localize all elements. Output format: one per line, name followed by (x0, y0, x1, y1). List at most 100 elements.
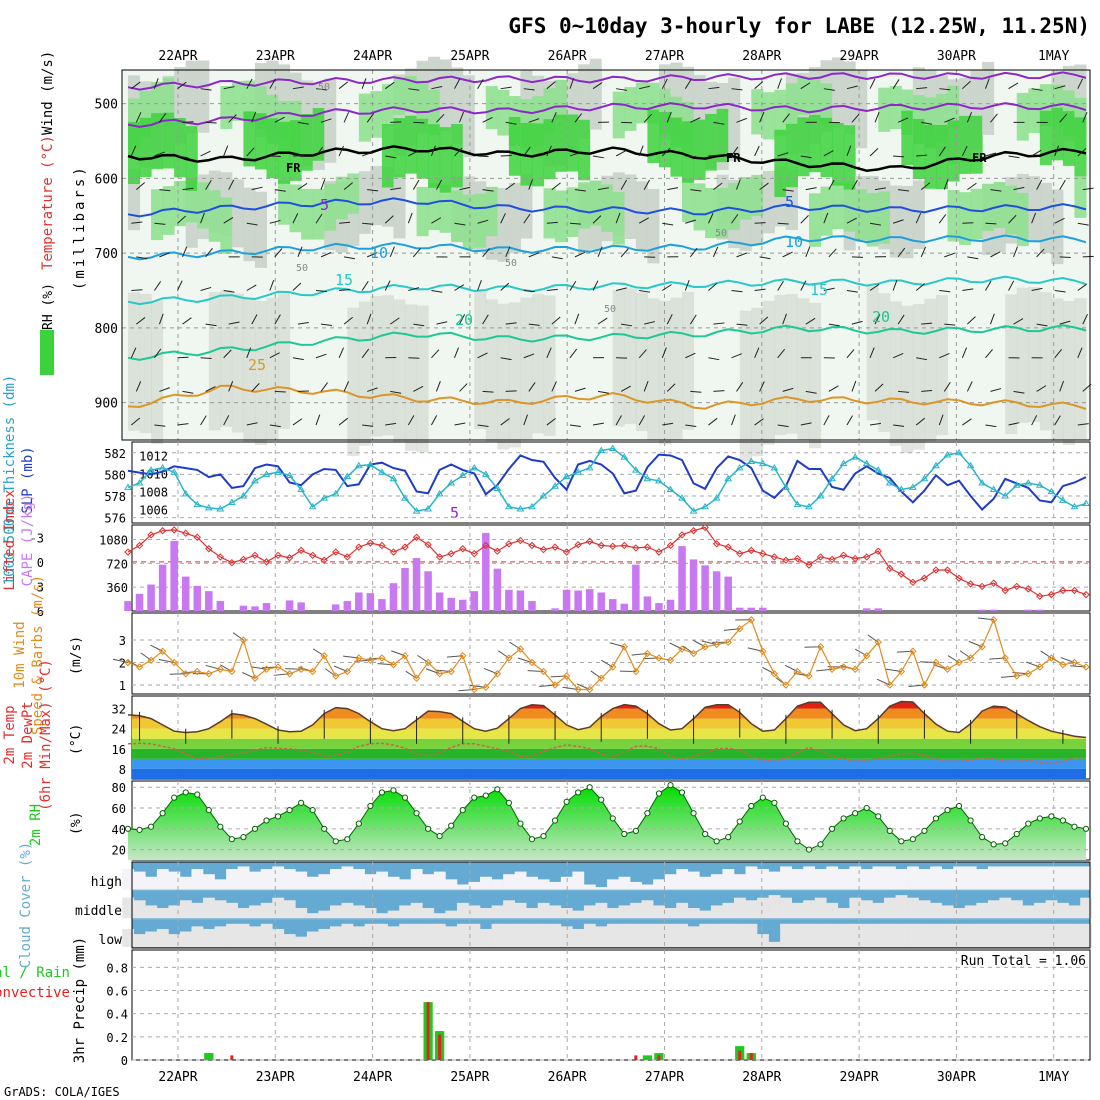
rh-cell (370, 166, 383, 226)
rh-cell (220, 290, 233, 427)
thickness-point (678, 494, 686, 501)
thickness-point (932, 461, 940, 469)
cloud-clear-cell (133, 934, 146, 947)
wind-barb (1054, 217, 1065, 224)
wind-barb (362, 151, 373, 157)
cloud-clear-cell (803, 900, 816, 919)
lifted-index-point (274, 551, 282, 560)
cloud-clear-cell (341, 866, 354, 890)
cape-bar (285, 600, 294, 611)
rh-cell (243, 111, 256, 167)
rh-cell (347, 173, 360, 214)
cloud-clear-cell (503, 900, 515, 919)
wind-barb (1036, 323, 1048, 327)
wind-barb (944, 252, 955, 258)
cape-bar (135, 593, 144, 611)
wind-barb (315, 88, 327, 91)
wind-barb (846, 415, 853, 426)
wind-speed-point (886, 681, 894, 689)
cape-tick-label: 1080 (99, 534, 128, 548)
lifted-index-point (978, 582, 986, 591)
rh-point (263, 817, 270, 824)
li-tick-label: 6 (37, 605, 44, 619)
thickness-point (620, 453, 629, 460)
wind-speed-point (470, 685, 478, 694)
wind-barb (343, 182, 353, 190)
cape-bar (170, 540, 178, 611)
wind-barb (274, 390, 286, 393)
wind-speed-point (482, 683, 490, 691)
date-label-bottom: 29APR (840, 1070, 879, 1085)
wind-speed-point (124, 658, 132, 667)
cape-bar (701, 565, 709, 611)
cape-bar (1024, 609, 1033, 611)
precip-conv-bar (657, 1055, 661, 1060)
wind-legend-label: Wind (m/s) (40, 51, 56, 135)
thickness-tick-label: 578 (104, 490, 126, 504)
contour-label: FR (286, 161, 301, 175)
date-label-bottom: 22APR (158, 1070, 197, 1085)
lifted-index-point (782, 556, 790, 564)
wind-barb (482, 248, 490, 258)
millibars-label: (millibars) (72, 164, 88, 290)
wind-speed-point (158, 647, 167, 655)
wind-barb (528, 323, 540, 326)
wind-barb (689, 247, 698, 258)
wind-barb (182, 121, 194, 123)
wind-barb (182, 390, 194, 394)
wind-barb (754, 347, 760, 358)
cloud-clear-cell (814, 897, 827, 919)
cloud-clear-cell (203, 874, 215, 890)
wind-speed-point (759, 647, 767, 655)
rh-point (424, 825, 432, 832)
wind-barb (569, 280, 577, 291)
wind-barb (546, 347, 552, 358)
cloud-clear-cell (780, 897, 792, 919)
wind-barb (1059, 320, 1071, 325)
cloud-clear-cell (872, 866, 885, 890)
rh-cell (808, 302, 822, 449)
contour-label: FR (972, 151, 987, 165)
rh-cell (751, 174, 764, 217)
wind-barb (713, 390, 725, 392)
wind-barb (621, 323, 633, 327)
thickness-point (262, 470, 271, 477)
contour-label: 20 (455, 311, 473, 329)
thickness-tick-label: 576 (104, 512, 126, 526)
wind-barb (782, 189, 794, 192)
lifted-index-point (332, 548, 340, 556)
wind-barb (708, 417, 718, 426)
cloud-clear-cell (895, 895, 908, 919)
li-tick-label: 0 (37, 556, 44, 570)
wind-barb (407, 415, 415, 426)
wind-barb (616, 88, 628, 91)
wind-barb (874, 187, 886, 191)
wind-barb (297, 121, 309, 125)
cape-bar (216, 601, 225, 611)
date-label-bottom: 1MAY (1038, 1070, 1069, 1085)
rh-cell (624, 288, 637, 425)
cloud-clear-cell (491, 905, 504, 919)
thickness-point (631, 466, 640, 473)
cloud-clear-cell (722, 923, 735, 947)
cape-bar (643, 596, 652, 611)
date-label-bottom: 24APR (353, 1070, 392, 1085)
wind-barb (1031, 415, 1038, 426)
cape-bar (366, 593, 375, 611)
rh-point (621, 830, 628, 838)
cloud-clear-cell (260, 923, 273, 947)
date-label-top: 28APR (742, 49, 781, 64)
cloud-clear-cell (156, 928, 169, 947)
cloud-clear-cell (1045, 866, 1058, 890)
cloud-clear-cell (791, 869, 804, 890)
wind-barb (223, 216, 234, 224)
thickness-point (839, 459, 848, 467)
thickness-point (251, 476, 259, 484)
wind-barb (667, 187, 679, 191)
rh-point (448, 822, 455, 829)
lifted-index-point (308, 551, 317, 560)
rh-cell (612, 91, 625, 139)
date-label-bottom: 25APR (450, 1070, 489, 1085)
wind-barb (713, 121, 725, 125)
rh-cell (774, 89, 787, 136)
